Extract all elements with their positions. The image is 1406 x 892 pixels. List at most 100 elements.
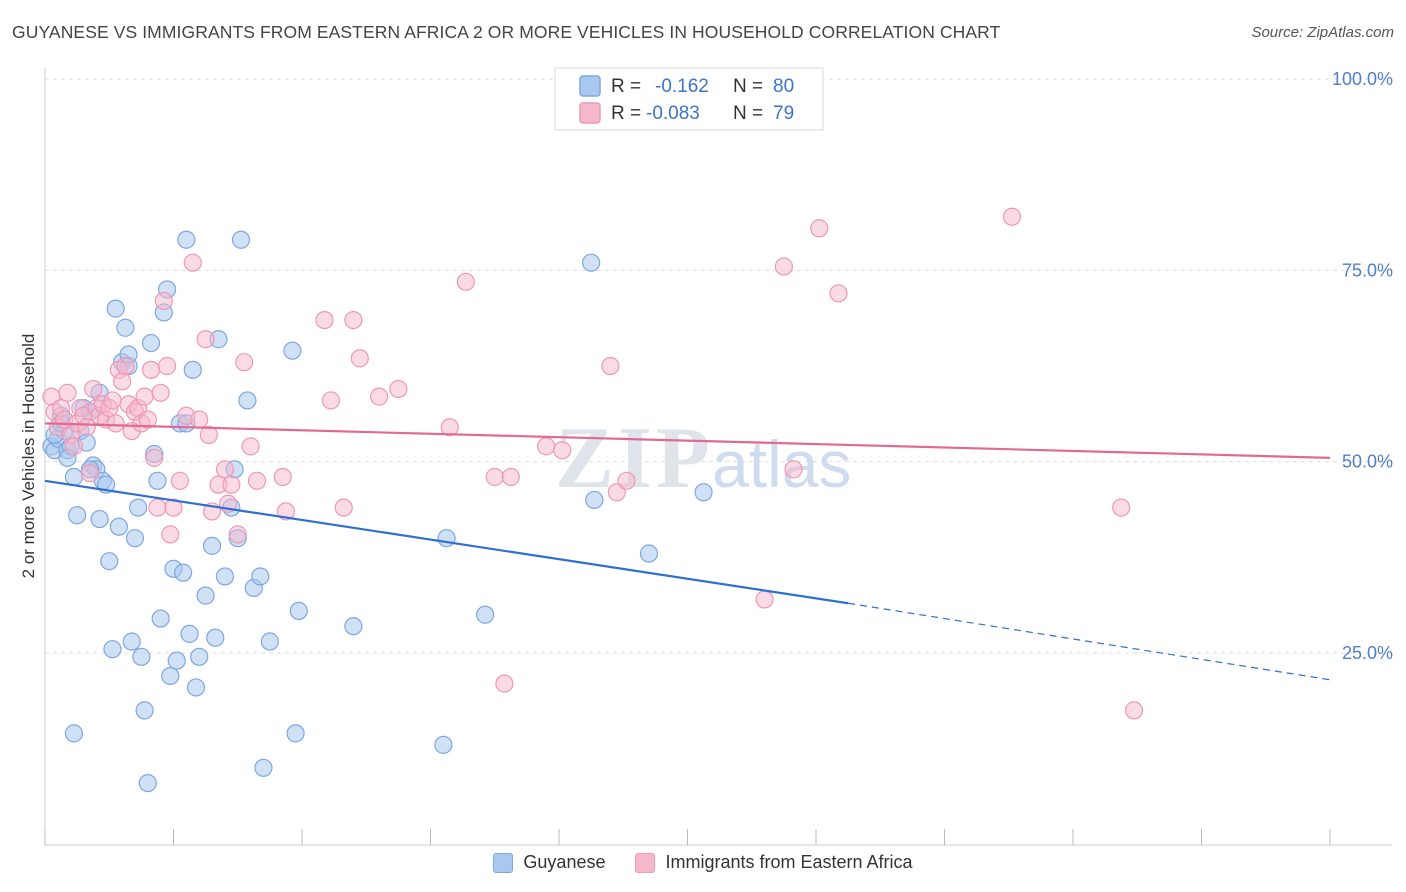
guyanese-point (122, 632, 141, 651)
guyanese-point (238, 391, 257, 410)
eafrica-point (196, 330, 215, 349)
eafrica-point (440, 418, 459, 437)
eafrica-point (755, 590, 774, 609)
guyanese-point (103, 640, 122, 659)
eafrica-point (553, 441, 572, 460)
legend-top: R = -0.162 N = 80 R = -0.083 N = 79 (554, 67, 824, 131)
axes (44, 68, 1392, 846)
y-axis-label: 2 or more Vehicles in Household (19, 334, 38, 579)
eafrica-point (350, 349, 369, 368)
eafrica-point (80, 464, 100, 483)
guyanese-points (42, 230, 713, 793)
eafrica-point (334, 498, 353, 517)
guyanese-point (283, 341, 302, 360)
eafrica-point (389, 379, 408, 399)
legend-swatch-eafrica (579, 102, 601, 124)
eafrica-point (810, 219, 829, 238)
guyanese-point (289, 601, 308, 621)
eafrica-point (148, 498, 167, 517)
guyanese-point (344, 617, 363, 636)
eafrica-point (164, 498, 183, 517)
legend-n-value-eafrica: 79 (773, 103, 794, 124)
legend-swatch-eafrica (635, 852, 656, 873)
eafrica-point (151, 383, 170, 402)
guyanese-point (116, 318, 135, 337)
guyanese-point (125, 529, 145, 548)
eafrica-point (157, 356, 177, 376)
eafrica-point (190, 410, 209, 429)
eafrica-point (112, 372, 132, 391)
eafrica-points (42, 207, 1144, 720)
guyanese-point (132, 647, 151, 666)
guyanese-point (694, 483, 713, 502)
eafrica-point (495, 674, 514, 693)
guyanese-point (148, 471, 167, 490)
guyanese-point (64, 724, 84, 743)
eafrica-point (215, 460, 234, 479)
eafrica-point (456, 272, 475, 291)
eafrica-point (315, 310, 334, 330)
eafrica-point (228, 525, 247, 544)
legend-swatch-guyanese (493, 852, 514, 873)
guyanese-point (196, 586, 215, 605)
source-label: Source: ZipAtlas.com (1251, 24, 1394, 41)
eafrica-point (321, 391, 341, 410)
legend-bottom: Guyanese Immigrants from Eastern Africa (0, 852, 1406, 873)
eafrica-point (106, 414, 125, 433)
guyanese-point (582, 253, 601, 272)
legend-item-eafrica: Immigrants from Eastern Africa (635, 852, 913, 873)
legend-r-value-guyanese: -0.162 (655, 76, 709, 97)
guyanese-point (109, 517, 128, 536)
eafrica-point (1112, 498, 1131, 517)
legend-item-guyanese: Guyanese (493, 852, 605, 873)
legend-r-label: R = (611, 103, 641, 124)
eafrica-point (141, 360, 161, 379)
legend-label-guyanese: Guyanese (523, 852, 606, 872)
eafrica-point (222, 475, 241, 494)
guyanese-point (186, 678, 206, 697)
eafrica-point (135, 387, 154, 406)
guyanese-point (434, 735, 453, 754)
eafrica-point (84, 379, 103, 399)
guyanese-point (174, 563, 193, 582)
eafrica-point (501, 467, 520, 487)
guyanese-point (585, 490, 604, 510)
tick-labels: 25.0%50.0%75.0%100.0%0.0%40.0% (1332, 69, 1393, 663)
guyanese-point (180, 624, 199, 643)
eafrica-point (344, 310, 363, 330)
guyanese-point (64, 467, 84, 487)
svg-text:atlas: atlas (712, 427, 851, 501)
y-tick-label: 100.0% (1332, 69, 1393, 89)
guyanese-point (129, 498, 148, 517)
guyanese-point (437, 529, 456, 548)
guyanese-point (190, 647, 209, 666)
eafrica-point (617, 471, 636, 490)
eafrica-point (154, 291, 173, 311)
eafrica-point (784, 460, 803, 479)
guyanese-point (100, 552, 119, 571)
guyanese-point (202, 536, 222, 555)
guyanese-point (251, 567, 270, 586)
eafrica-point (774, 257, 793, 276)
scatter-chart: ZIP atlas 25.0%50.0%75.0%100.0%0.0%40.0%… (19, 67, 1393, 846)
eafrica-point (829, 284, 848, 303)
guyanese-trend-line (44, 479, 849, 605)
y-tick-label: 75.0% (1342, 260, 1393, 280)
eafrica-point (138, 410, 157, 429)
eafrica-point (1124, 701, 1144, 720)
eafrica-point (370, 387, 389, 406)
guyanese-point (161, 666, 180, 686)
eafrica-trend-line (44, 422, 1331, 459)
eafrica-point (537, 437, 556, 456)
guyanese-point (254, 758, 273, 777)
guyanese-point (476, 605, 495, 624)
eafrica-point (64, 437, 84, 456)
chart-title: GUYANESE VS IMMIGRANTS FROM EASTERN AFRI… (12, 22, 1001, 42)
guyanese-point (167, 651, 186, 670)
eafrica-point (199, 425, 218, 444)
eafrica-point (58, 383, 77, 402)
trend-lines (44, 422, 1331, 681)
eafrica-point (1002, 207, 1022, 226)
eafrica-point (161, 525, 180, 544)
eafrica-point (170, 471, 190, 490)
